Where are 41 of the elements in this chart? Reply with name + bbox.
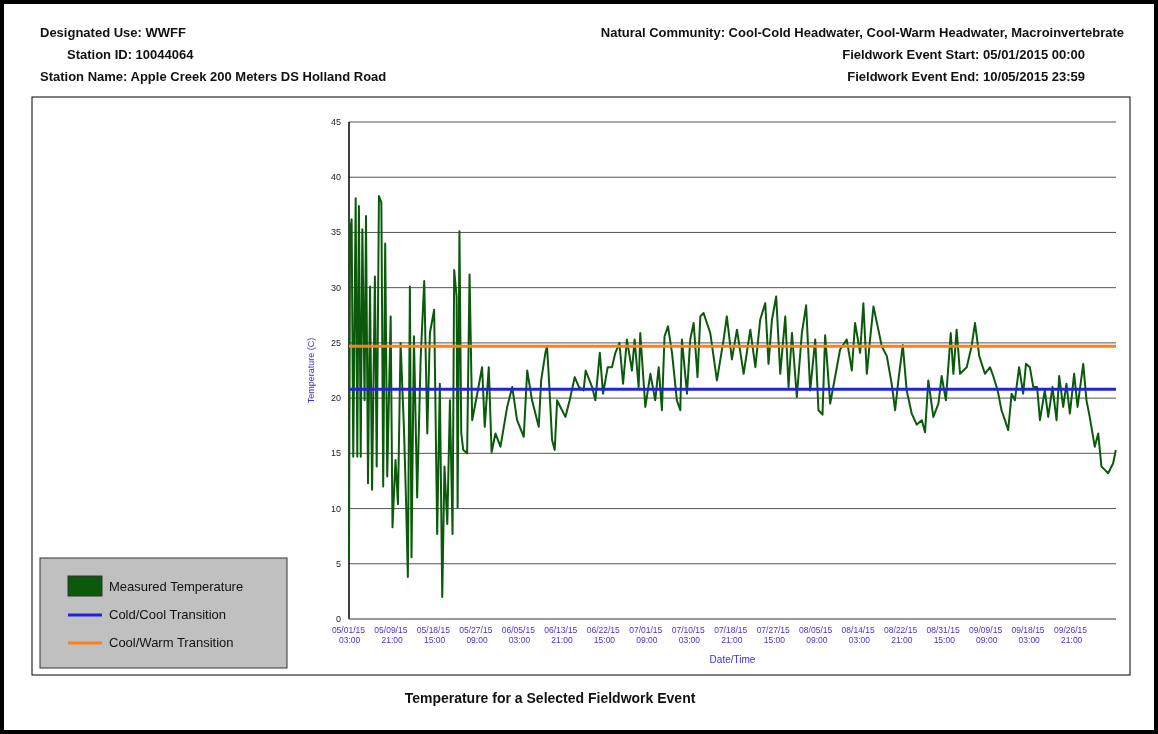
text: Designated Use: WWFF [40,25,186,40]
x-tick-label: 07/01/15 09:00 [629,625,665,645]
y-tick-label: 20 [330,393,341,404]
x-tick-label: 05/18/15 15:00 [416,625,453,645]
x-tick-label: 09/26/15 21:00 [1053,625,1090,645]
x-tick-label: 07/18/15 21:00 [714,625,750,645]
y-tick-label: 45 [330,117,341,127]
x-tick-label: 08/05/15 09:00 [799,625,835,645]
x-tick-label: 06/13/15 21:00 [544,625,580,645]
x-tick-label: 05/09/15 21:00 [374,625,410,645]
text: Temperature for a Selected Fieldwork Event [404,690,696,706]
x-tick-label: 08/31/15 15:00 [926,625,962,645]
x-tick-label: 05/01/15 03:00 [331,625,368,645]
legend-label: Cool/Warm Transition [109,635,234,650]
y-tick-label: 5 [335,558,341,569]
x-tick-label: 06/22/15 15:00 [586,625,623,645]
text: Fieldwork Event End: 10/05/2015 23:59 [847,69,1085,84]
y-tick-label: 15 [330,448,341,459]
x-tick-label: 05/27/15 09:00 [459,625,495,645]
text: Natural Community: Cool-Cold Headwater, Cool-Warm Headwater, Macroinvertebrate [600,25,1124,40]
y-tick-label: 0 [335,614,341,624]
y-tick-label: 25 [330,337,341,348]
legend-label: Measured Temperature [109,579,244,594]
x-tick-label: 07/27/15 15:00 [756,625,793,645]
text: Fieldwork Event Start: 05/01/2015 00:00 [842,47,1085,62]
x-tick-label: 08/14/15 03:00 [841,625,878,645]
y-axis-title: Temperature (C) [306,337,316,404]
text: Station ID: 10044064 [67,47,195,62]
y-tick-label: 10 [330,503,341,514]
x-tick-label: 09/09/15 09:00 [969,625,1005,645]
x-tick-label: 09/18/15 03:00 [1011,625,1047,645]
legend-label: Cold/Cool Transition [109,607,227,622]
line-series [348,195,1117,598]
y-tick-label: 40 [330,172,341,183]
x-tick-label: 07/10/15 03:00 [671,625,708,645]
x-axis-title: Date/Time [709,654,756,665]
x-tick-label: 08/22/15 21:00 [884,625,920,645]
y-tick-label: 30 [330,282,341,293]
x-tick-label: 06/05/15 03:00 [501,625,538,645]
text: Station Name: Apple Creek 200 Meters DS Holland Road [40,69,387,84]
y-tick-label: 35 [330,227,341,238]
